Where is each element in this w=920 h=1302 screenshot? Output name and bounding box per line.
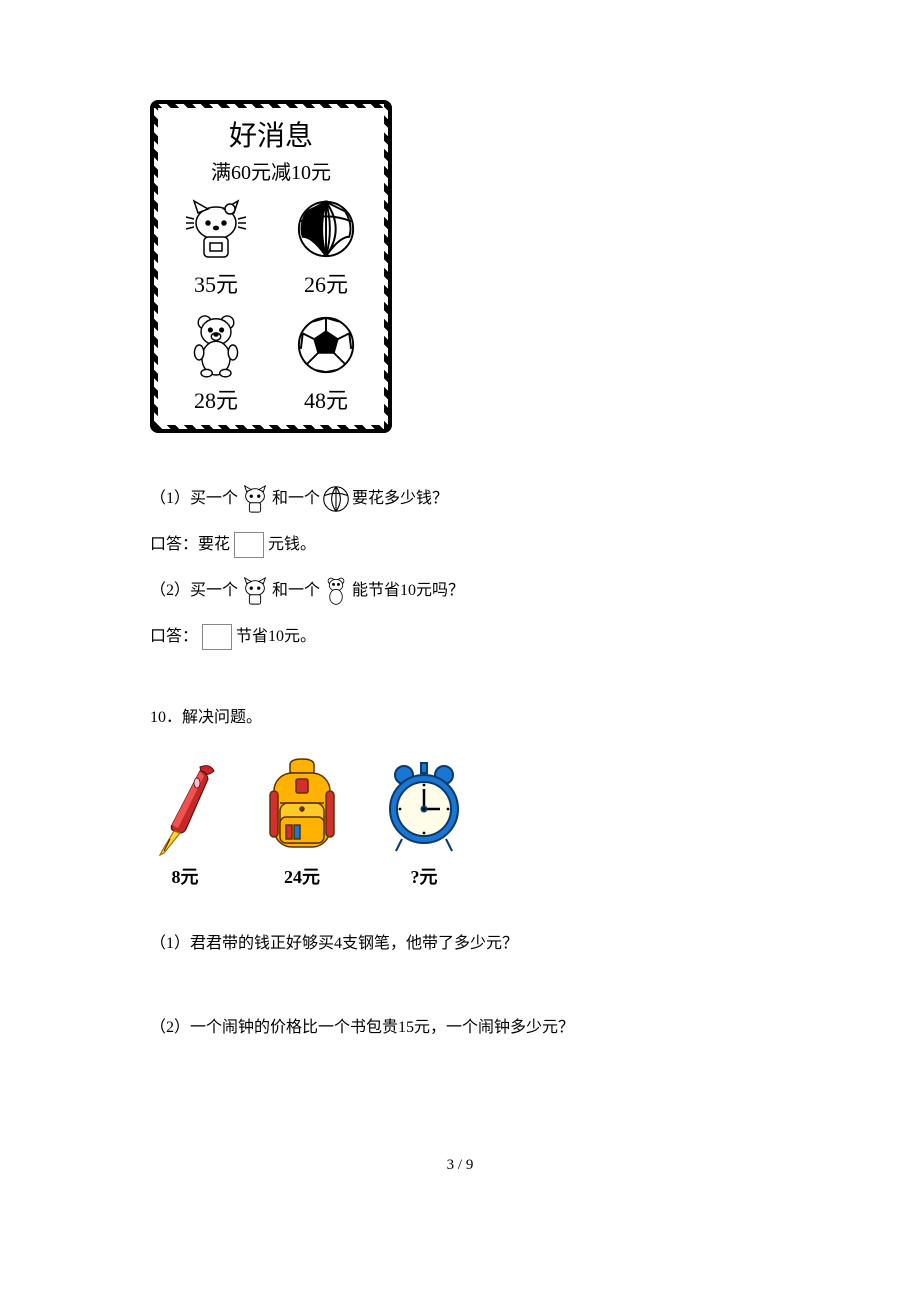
promo-grid: 35元 26元: [166, 193, 376, 415]
q10-items: 8元 24元: [150, 757, 770, 889]
football-icon: [295, 314, 357, 376]
q2-answer-post: 节省10元。: [236, 621, 316, 653]
kitty-icon: [240, 576, 270, 606]
q1-answer-post: 元钱。: [268, 529, 316, 561]
kitty-icon: [184, 197, 248, 261]
q2-text: 买一个: [190, 575, 238, 607]
q10-sub1: （1）君君带的钱正好够买4支钢笔，他带了多少元？: [150, 929, 770, 953]
item-label: 8元: [172, 863, 199, 889]
q2-answer-pre: 口答：: [150, 621, 198, 653]
bear-icon: [186, 311, 246, 379]
promo-item-football: 48元: [276, 309, 376, 415]
bear-icon: [322, 576, 350, 606]
price: 48元: [304, 383, 348, 415]
page-number: 3 / 9: [150, 1157, 770, 1174]
q1-text: 买一个: [190, 483, 238, 515]
item-backpack: 24元: [260, 757, 344, 889]
answer-box[interactable]: [202, 624, 232, 650]
question-2-answer: 口答： 节省10元。: [150, 621, 770, 653]
beachball-icon: [322, 485, 350, 513]
q1-answer-pre: 口答：要花: [150, 529, 230, 561]
q2-text: 能节省10元吗？: [352, 575, 464, 607]
q1-text: 要花多少钱？: [352, 483, 448, 515]
q1-num: （1）: [150, 483, 190, 515]
promo-item-kitty: 35元: [166, 193, 266, 299]
promo-box: 好消息 满60元减10元: [150, 100, 392, 433]
answer-box[interactable]: [234, 532, 264, 558]
promo-item-bear: 28元: [166, 309, 266, 415]
clock-icon: [384, 761, 464, 857]
question-1: （1） 买一个 和一个 要花多少钱？: [150, 483, 770, 515]
promo-item-beachball: 26元: [276, 193, 376, 299]
backpack-icon: [260, 757, 344, 857]
item-clock: ?元: [384, 761, 464, 889]
item-pen: 8元: [150, 761, 220, 889]
question-1-answer: 口答：要花 元钱。: [150, 529, 770, 561]
item-label: 24元: [284, 863, 320, 889]
item-label: ?元: [411, 863, 438, 889]
q10-sub2: （2）一个闹钟的价格比一个书包贵15元，一个闹钟多少元？: [150, 1013, 770, 1037]
q1-text: 和一个: [272, 483, 320, 515]
price: 35元: [194, 267, 238, 299]
beachball-icon: [295, 198, 357, 260]
price: 26元: [304, 267, 348, 299]
promo-sub: 满60元减10元: [166, 156, 376, 185]
q2-num: （2）: [150, 575, 190, 607]
kitty-icon: [240, 484, 270, 514]
q2-text: 和一个: [272, 575, 320, 607]
price: 28元: [194, 383, 238, 415]
question-2: （2） 买一个 和一个 能节省10元吗？: [150, 575, 770, 607]
pen-icon: [150, 761, 220, 857]
q10-title: 10．解决问题。: [150, 703, 770, 727]
promo-title: 好消息: [166, 114, 376, 154]
